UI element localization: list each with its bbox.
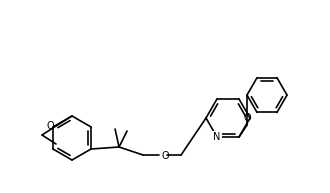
Text: N: N bbox=[213, 132, 221, 142]
Text: O: O bbox=[47, 121, 54, 131]
Text: O: O bbox=[161, 151, 169, 161]
Text: O: O bbox=[243, 113, 251, 123]
